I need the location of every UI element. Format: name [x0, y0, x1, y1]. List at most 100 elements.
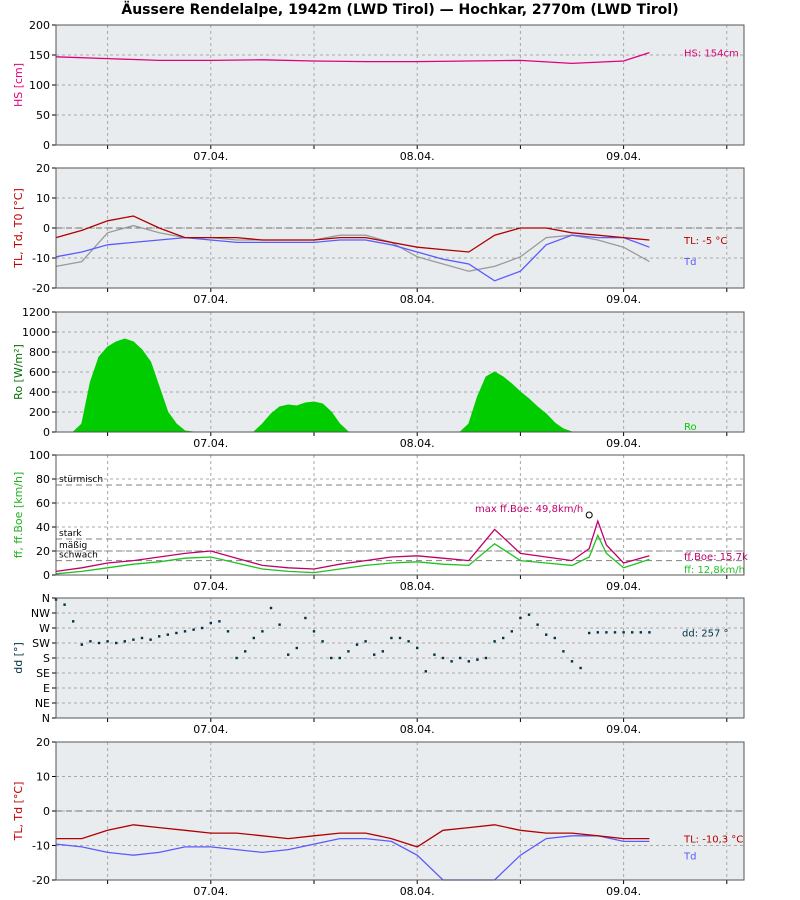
- y-tick-label: 0: [43, 805, 50, 818]
- data-point: [390, 636, 393, 640]
- x-tick-label: 08.04.: [400, 885, 435, 898]
- data-point: [416, 646, 419, 650]
- y-tick-label: E: [43, 682, 50, 695]
- y-tick-label: 0: [43, 222, 50, 235]
- line-t0: [55, 224, 650, 272]
- data-point: [183, 630, 187, 633]
- y-tick-label: N: [42, 592, 50, 605]
- data-point: [536, 623, 539, 626]
- plot-frame: [55, 24, 745, 146]
- series-label: dd: 257 °: [682, 628, 729, 639]
- y-tick-label: 60: [36, 497, 50, 510]
- data-point: [398, 636, 402, 640]
- data-point: [269, 606, 273, 610]
- data-point: [493, 640, 496, 643]
- chart-panel-4: 0 20 40 60 80 100 07.04. 08.04. 09.04. stürmisch s…: [12, 449, 748, 593]
- series-label: Td: [683, 257, 696, 268]
- line-ff-boe: [55, 518, 650, 573]
- data-point: [510, 630, 513, 633]
- y-tick-label: 100: [29, 449, 50, 462]
- x-tick-label: 07.04.: [193, 580, 228, 593]
- y-axis-label: dd [°]: [12, 642, 25, 674]
- plot-frame: [55, 454, 745, 576]
- line-tl: [55, 215, 650, 253]
- reference-label: mäßig: [59, 541, 87, 551]
- data-point: [330, 656, 333, 660]
- data-point: [158, 635, 161, 638]
- max-marker: [585, 511, 593, 519]
- x-tick-label: 07.04.: [193, 885, 228, 898]
- y-tick-label: 0: [43, 569, 50, 582]
- data-point: [355, 643, 359, 646]
- y-tick-label: -20: [32, 282, 50, 295]
- y-tick-label: W: [39, 622, 50, 635]
- data-point: [252, 636, 255, 640]
- data-point: [450, 660, 453, 663]
- y-tick-label: 80: [36, 473, 50, 486]
- data-point: [622, 631, 625, 634]
- data-point: [433, 653, 436, 656]
- chart-panel-5: N NE E SE S SW W NW N 07.04. 08.04. 09.04. dd: 257 °…: [12, 592, 745, 736]
- y-axis-label: Ro [W/m²]: [12, 344, 25, 400]
- data-point: [201, 626, 204, 630]
- data-point: [364, 640, 367, 643]
- series-label: TL: -5 °C: [683, 236, 727, 247]
- data-point: [149, 638, 152, 641]
- data-point: [278, 623, 281, 626]
- plot-frame: [55, 311, 745, 433]
- data-point: [467, 660, 470, 663]
- y-tick-label: NW: [31, 607, 50, 620]
- data-point: [89, 640, 92, 643]
- y-axis-label: ff, ff.Boe [km/h]: [12, 472, 25, 559]
- plot-frame: [55, 167, 745, 289]
- y-tick-label: 400: [29, 386, 50, 399]
- data-point: [407, 640, 410, 643]
- x-tick-label: 08.04.: [400, 580, 435, 593]
- line-hs: [55, 51, 650, 65]
- y-tick-label: 150: [29, 49, 50, 62]
- y-tick-label: NE: [35, 697, 50, 710]
- data-point: [527, 613, 531, 616]
- data-point: [631, 631, 634, 634]
- series-label: TL: -10,3 °C: [683, 835, 743, 846]
- y-tick-label: 0: [43, 139, 50, 152]
- series-label: HS: 154cm: [684, 49, 739, 60]
- data-point: [519, 616, 522, 620]
- data-point: [588, 631, 591, 635]
- plot-frame: [55, 741, 745, 881]
- data-point: [287, 653, 290, 656]
- data-point: [545, 633, 548, 636]
- x-tick-label: 09.04.: [606, 723, 641, 736]
- x-tick-label: 07.04.: [193, 437, 228, 450]
- page-title: Äussere Rendelalpe, 1942m (LWD Tirol) — …: [121, 2, 679, 18]
- chart-panel-1: 0 50 100 150 200 07.04. 08.04. 09.04. HS: 154cm H…: [12, 19, 745, 163]
- data-point: [140, 636, 144, 640]
- y-tick-label: 100: [29, 79, 50, 92]
- x-tick-label: 09.04.: [606, 885, 641, 898]
- chart-panel-6: -20 -10 0 10 20 07.04. 08.04. 09.04. TL: -10,3 °…: [12, 736, 745, 898]
- reference-label: stürmisch: [59, 475, 103, 485]
- data-point: [502, 636, 505, 640]
- series-label: Td: [683, 851, 696, 862]
- y-tick-label: 10: [36, 192, 50, 205]
- series-label: ff.Boe: 15,7k: [684, 552, 748, 563]
- y-tick-label: 1000: [22, 326, 50, 339]
- series-label: ff: 12,8km/h: [684, 565, 745, 576]
- y-tick-label: 200: [29, 19, 50, 32]
- data-point: [613, 631, 617, 634]
- data-point: [476, 658, 479, 661]
- x-tick-label: 09.04.: [606, 150, 641, 163]
- chart-panel-2: -20 -10 0 10 20 07.04. 08.04. 09.04. TL: -5 °C Td…: [12, 162, 745, 306]
- data-point: [648, 631, 651, 634]
- y-tick-label: 800: [29, 346, 50, 359]
- x-tick-label: 09.04.: [606, 437, 641, 450]
- y-axis-label: HS [cm]: [12, 63, 25, 107]
- line-td: [55, 835, 650, 881]
- y-tick-label: SE: [36, 667, 50, 680]
- data-point: [553, 636, 556, 640]
- series-label: Ro: [684, 422, 697, 433]
- data-point: [459, 656, 462, 660]
- line-td: [55, 234, 650, 282]
- x-tick-label: 08.04.: [400, 437, 435, 450]
- data-point: [175, 631, 178, 635]
